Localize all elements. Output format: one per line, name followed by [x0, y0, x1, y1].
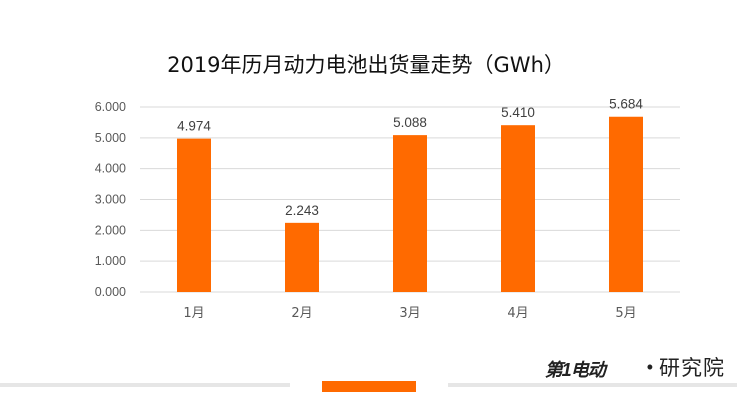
car-logo-icon: 第1电动 [545, 354, 641, 380]
footer-gap [416, 381, 448, 389]
bar [609, 116, 643, 292]
y-tick-label: 5.000 [95, 131, 126, 145]
y-tick-label: 0.000 [95, 285, 126, 299]
chart-title: 2019年历月动力电池出货量走势（GWh） [167, 53, 565, 77]
bar [177, 138, 211, 292]
footer-accent-bar [322, 381, 416, 392]
bars [177, 116, 643, 292]
x-tick-label: 3月 [399, 306, 420, 321]
y-tick-label: 6.000 [95, 100, 126, 114]
bar [393, 135, 427, 292]
brand-logo: 第1电动 • 研究院 [545, 352, 725, 382]
y-tick-label: 2.000 [95, 223, 126, 237]
data-label: 4.974 [177, 119, 211, 134]
brand-name: 研究院 [659, 356, 725, 380]
x-tick-label: 2月 [291, 306, 312, 321]
data-label: 2.243 [285, 203, 319, 218]
x-tick-label: 4月 [507, 306, 528, 321]
y-axis-ticks: 0.000 1.000 2.000 3.000 4.000 5.000 6.000 [95, 100, 126, 299]
bar [501, 125, 535, 292]
x-tick-label: 1月 [183, 306, 204, 321]
footer-gap [290, 381, 322, 389]
y-tick-label: 4.000 [95, 162, 126, 176]
y-tick-label: 1.000 [95, 254, 126, 268]
data-label: 5.088 [393, 115, 427, 130]
data-label: 5.410 [501, 105, 535, 120]
data-label: 5.684 [609, 97, 643, 112]
y-tick-label: 3.000 [95, 193, 126, 207]
data-labels: 4.974 2.243 5.088 5.410 5.684 [177, 97, 643, 218]
brand-logo-text: 第1电动 [544, 360, 606, 380]
x-axis-ticks: 1月 2月 3月 4月 5月 [183, 306, 636, 321]
brand-separator: • [646, 356, 653, 377]
bar [285, 222, 319, 292]
x-tick-label: 5月 [615, 306, 636, 321]
